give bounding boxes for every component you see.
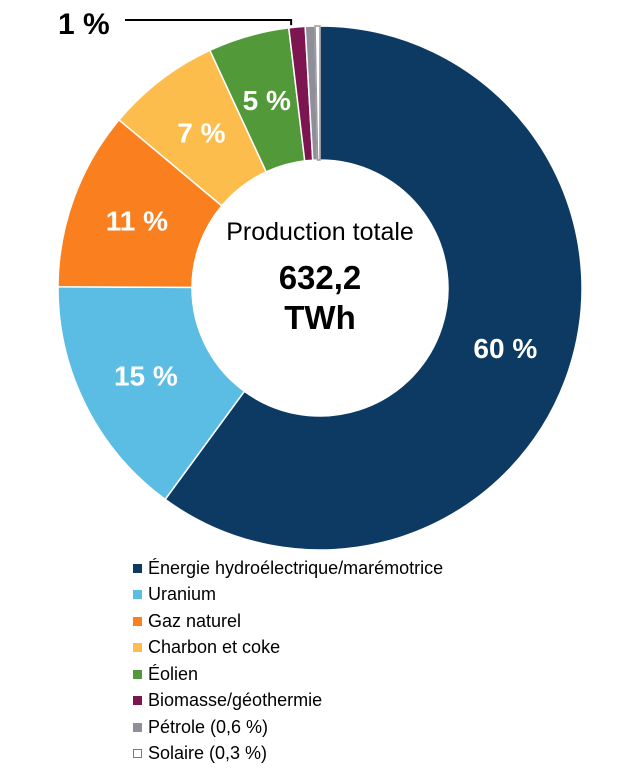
slice-label-3: 7 % bbox=[177, 118, 225, 149]
legend-swatch bbox=[133, 616, 142, 626]
legend-label: Pétrole (0,6 %) bbox=[148, 716, 269, 737]
center-number: 632,2 bbox=[278, 259, 362, 296]
legend-label: Gaz naturel bbox=[148, 610, 242, 631]
legend-swatch bbox=[133, 643, 142, 653]
legend-swatch bbox=[133, 563, 142, 573]
legend-swatch bbox=[133, 749, 142, 759]
legend-item: Solaire (0,3 %) bbox=[133, 741, 443, 768]
legend-label: Uranium bbox=[148, 584, 217, 605]
legend-swatch bbox=[133, 696, 142, 706]
slice-label-2: 11 % bbox=[106, 206, 168, 237]
legend-item: Biomasse/géothermie bbox=[133, 688, 443, 715]
legend-swatch bbox=[133, 590, 142, 600]
legend-swatch bbox=[133, 722, 142, 732]
center-value: 632,2 TWh bbox=[200, 258, 440, 338]
slice-label-0: 60 % bbox=[473, 333, 537, 364]
donut-chart: 60 % 15 % 11 % 7 % 5 % bbox=[57, 19, 583, 551]
legend-label: Biomasse/géothermie bbox=[148, 690, 323, 711]
legend-label: Solaire (0,3 %) bbox=[148, 743, 268, 764]
slice-label-4: 5 % bbox=[243, 85, 291, 116]
slice-label-1: 15 % bbox=[114, 360, 178, 391]
legend-item: Charbon et coke bbox=[133, 635, 443, 662]
leader-line bbox=[125, 19, 293, 26]
center-label: Production totale bbox=[226, 218, 414, 246]
legend-item: Énergie hydroélectrique/marémotrice bbox=[133, 555, 443, 582]
legend-item: Gaz naturel bbox=[133, 608, 443, 635]
legend-item: Uranium bbox=[133, 582, 443, 609]
center-unit: TWh bbox=[284, 299, 356, 336]
legend-label: Énergie hydroélectrique/marémotrice bbox=[148, 557, 444, 578]
legend: Énergie hydroélectrique/marémotrice Uran… bbox=[133, 555, 443, 767]
slice-7 bbox=[314, 25, 321, 161]
legend-swatch bbox=[133, 669, 142, 679]
slice-1 bbox=[57, 286, 246, 501]
legend-label: Charbon et coke bbox=[148, 637, 281, 658]
small-slices-label: 1 % bbox=[58, 8, 110, 41]
legend-item: Pétrole (0,6 %) bbox=[133, 714, 443, 741]
slice-0 bbox=[164, 25, 583, 551]
legend-item: Éolien bbox=[133, 661, 443, 688]
legend-label: Éolien bbox=[148, 663, 199, 684]
